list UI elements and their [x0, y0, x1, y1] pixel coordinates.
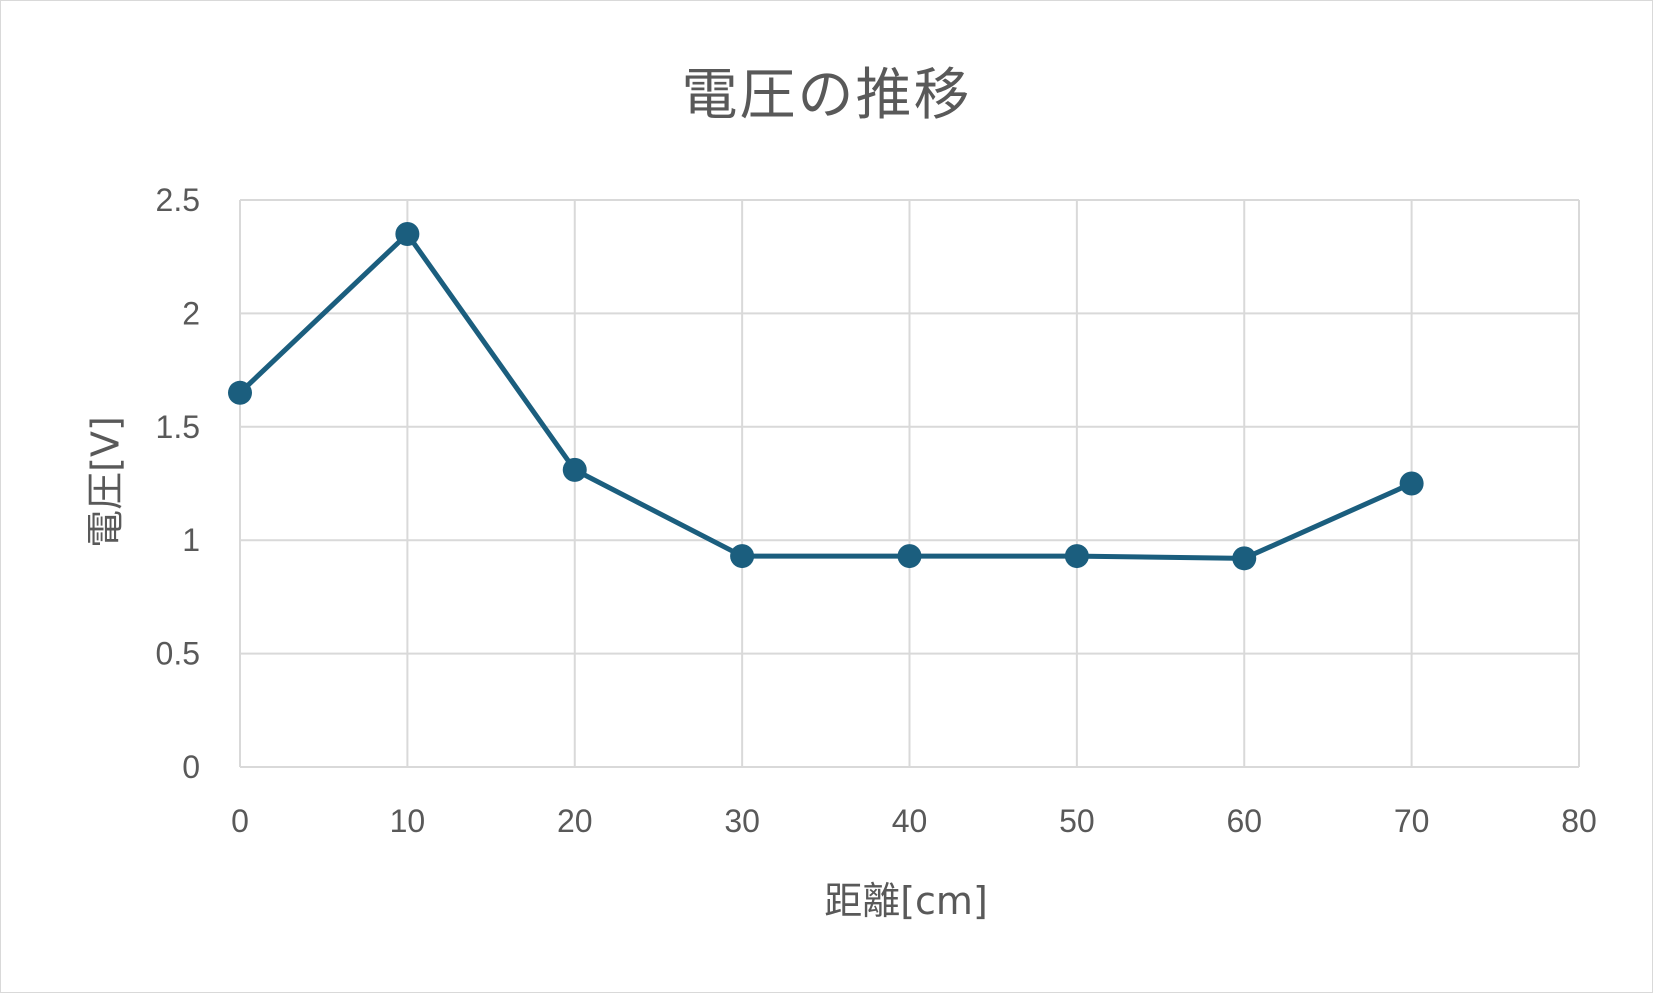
y-tick-label: 2: [182, 295, 200, 331]
series-layer: [228, 222, 1424, 571]
y-tick-label: 1.5: [156, 409, 200, 445]
series-line: [238, 231, 1413, 561]
y-tick-label: 0.5: [156, 636, 200, 672]
x-tick-label: 60: [1226, 803, 1262, 839]
data-point: [1232, 546, 1257, 571]
y-tick-label: 0: [182, 749, 200, 785]
x-tick-label: 80: [1561, 803, 1597, 839]
x-tick-label: 20: [557, 803, 593, 839]
chart-title: 電圧の推移: [681, 63, 972, 128]
x-axis-label: 距離[cm]: [824, 879, 988, 923]
data-point: [228, 380, 252, 405]
x-tick-label: 70: [1394, 803, 1430, 839]
data-point: [1064, 544, 1089, 569]
data-point: [1399, 471, 1424, 496]
data-point: [395, 222, 420, 247]
grid-layer: [239, 199, 1580, 768]
x-tick-label: 30: [724, 803, 760, 839]
data-point: [897, 544, 922, 569]
x-tick-label: 10: [390, 803, 426, 839]
x-tick-label: 0: [231, 803, 249, 839]
y-tick-label: 1: [182, 522, 200, 558]
y-tick-label: 2.5: [156, 182, 200, 218]
data-point: [562, 457, 587, 482]
x-tick-label: 40: [892, 803, 928, 839]
data-point: [730, 544, 755, 569]
x-tick-label: 50: [1059, 803, 1095, 839]
tick-labels: 0 0.5 1 1.5 2 2.5 0 10 20 30 40 50 60 70 80: [156, 182, 1597, 839]
